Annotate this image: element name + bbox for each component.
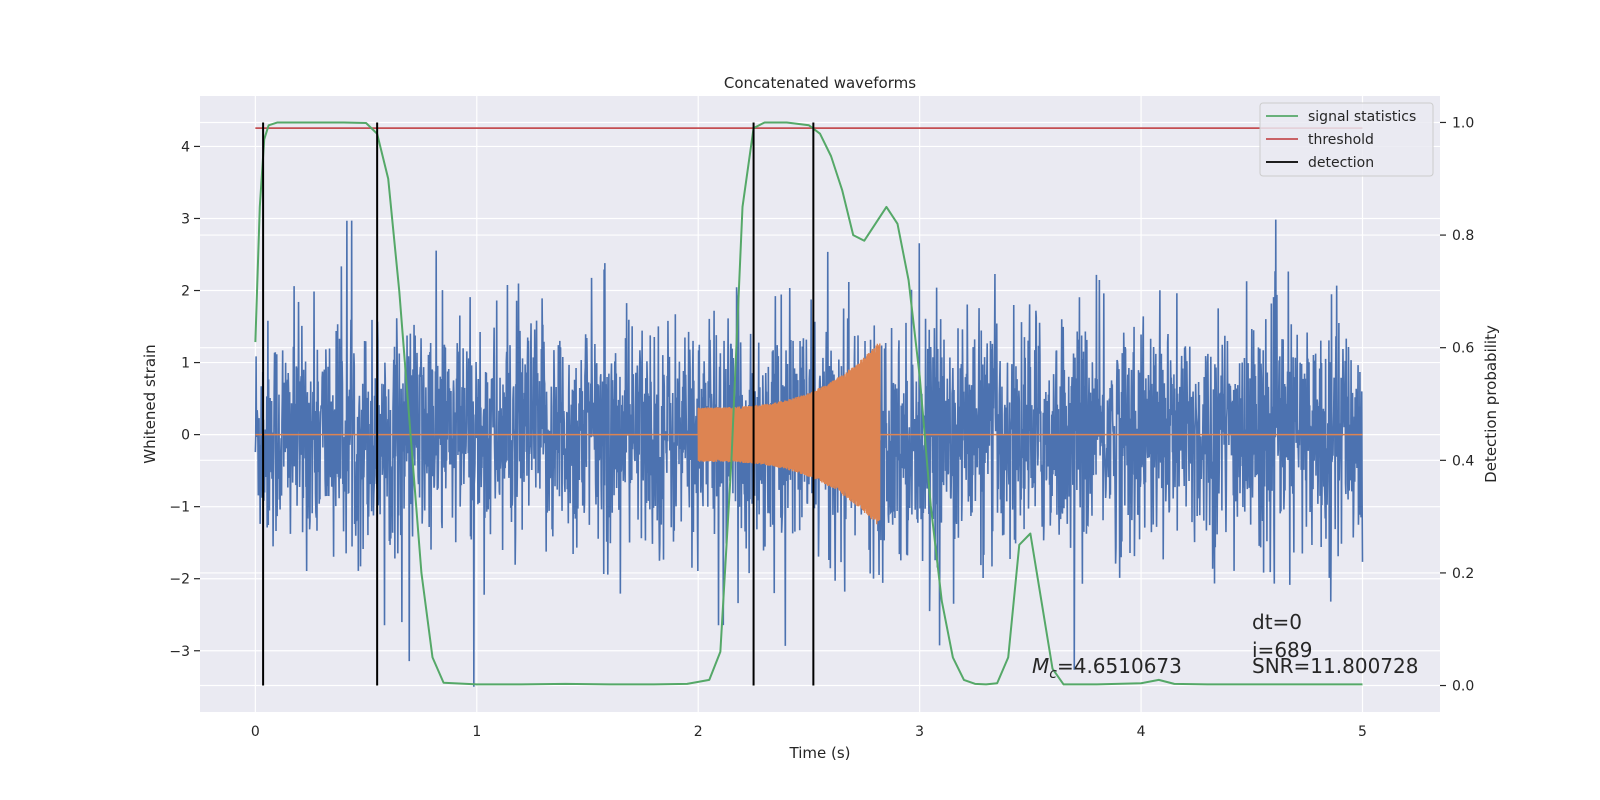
x-axis-label: Time (s)	[789, 744, 851, 762]
x-tick-label: 4	[1137, 724, 1146, 740]
annotation-snr: SNR=11.800728	[1252, 654, 1418, 678]
y2-tick-label: 1.0	[1452, 115, 1474, 131]
ticks: 0 1 2 3 4 5 −3 −2 −1 0 1 2 3 4 0.0 0.2 0.4 0.6 0.8 1.0	[169, 115, 1474, 740]
y2-axis-label: Detection probability	[1482, 325, 1500, 483]
y-tick-label: 3	[181, 211, 190, 227]
annotation-index: i=689	[1252, 638, 1313, 662]
y-tick-label: 1	[181, 356, 190, 372]
y2-tick-label: 0.4	[1452, 453, 1474, 469]
annotation-dt: dt=0	[1252, 610, 1302, 634]
y-tick-label: −2	[169, 572, 190, 588]
y-tick-label: −3	[169, 644, 190, 660]
annotations: dt=0 i=689 SNR=11.800728 Mc=4.6510673	[1032, 610, 1418, 682]
y-tick-label: −1	[169, 500, 190, 516]
annotation-chirp-mass: Mc=4.6510673	[1032, 654, 1182, 682]
injection-line	[255, 343, 1363, 525]
y-tick-label: 4	[181, 139, 190, 155]
y2-tick-label: 0.8	[1452, 228, 1474, 244]
y2-tick-label: 0.6	[1452, 341, 1474, 357]
x-tick-label: 0	[251, 724, 260, 740]
legend-label-signal-statistics: signal statistics	[1308, 109, 1416, 125]
x-tick-label: 2	[694, 724, 703, 740]
x-tick-label: 3	[915, 724, 924, 740]
legend-label-detection: detection	[1308, 155, 1374, 171]
y2-tick-label: 0.0	[1452, 679, 1474, 695]
signal-statistics-line	[254, 121, 1363, 686]
mc-value: =4.6510673	[1057, 654, 1182, 678]
y-axis-label: Whitened strain	[141, 344, 159, 463]
y2-tick-label: 0.2	[1452, 566, 1474, 582]
mc-symbol: M	[1032, 654, 1049, 678]
y-tick-label: 0	[181, 428, 190, 444]
plot-area	[254, 121, 1364, 687]
y-tick-label: 2	[181, 284, 190, 300]
x-tick-label: 5	[1358, 724, 1367, 740]
x-tick-label: 1	[472, 724, 481, 740]
legend-label-threshold: threshold	[1308, 132, 1374, 148]
legend-box	[1259, 102, 1434, 177]
legend: signal statistics threshold detection	[1259, 102, 1434, 177]
mc-subscript: c	[1049, 666, 1057, 682]
chart-title: Concatenated waveforms	[724, 74, 916, 92]
noise-line	[254, 219, 1364, 687]
